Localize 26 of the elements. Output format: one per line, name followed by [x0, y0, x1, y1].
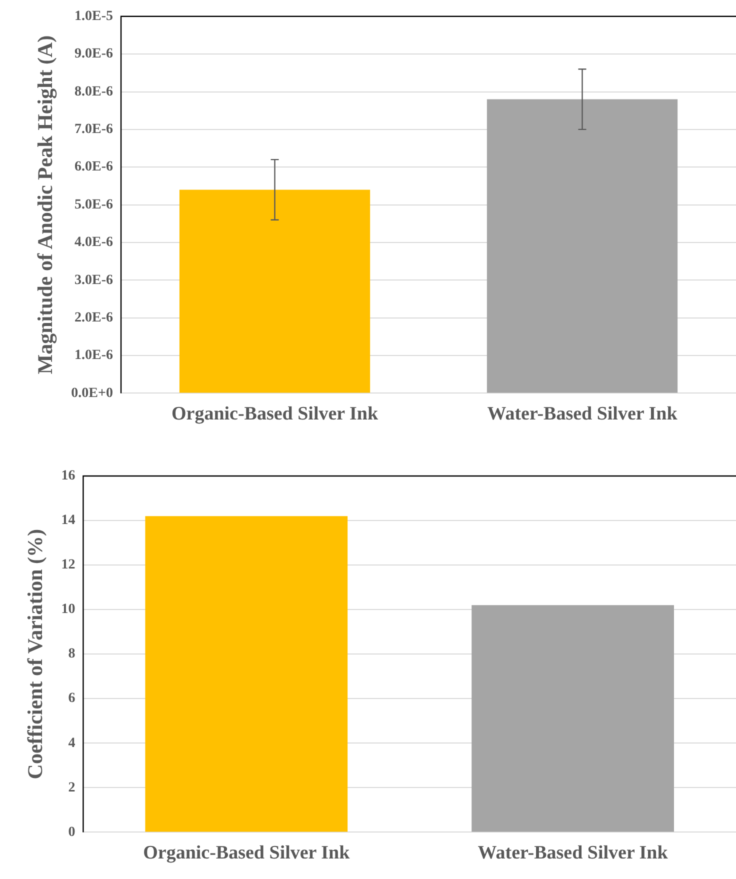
y-tick-label: 0 [68, 824, 76, 840]
y-tick-label: 4.0E-6 [74, 235, 114, 250]
y-tick-label: 5.0E-6 [74, 197, 114, 212]
x-tick-label: Organic-Based Silver Ink [143, 842, 350, 864]
x-tick-label: Organic-Based Silver Ink [171, 404, 378, 425]
y-tick-label: 1.0E-5 [74, 9, 114, 24]
y-tick-label: 8.0E-6 [74, 84, 114, 100]
y-tick-label: 6 [68, 691, 76, 706]
x-tick-label: Water-Based Silver Ink [478, 842, 668, 864]
y-tick-label: 12 [61, 558, 76, 573]
y-tick-label: 2 [68, 780, 76, 796]
y-tick-label: 10 [61, 602, 76, 618]
y-tick-label: 9.0E-6 [74, 46, 114, 62]
y-axis-title: Coefficient of Variation (%) [23, 528, 48, 780]
x-tick-label: Water-Based Silver Ink [487, 404, 678, 425]
y-tick-label: 2.0E-6 [74, 310, 114, 326]
y-tick-label: 16 [61, 468, 76, 484]
y-tick-label: 6.0E-6 [74, 160, 114, 175]
y-tick-label: 0.0E+0 [71, 386, 114, 401]
y-tick-label: 4 [68, 736, 76, 751]
y-tick-label: 7.0E-6 [74, 122, 114, 138]
y-axis-title: Magnitude of Anodic Peak Height (A) [33, 35, 58, 374]
y-tick-label: 3.0E-6 [74, 272, 114, 288]
y-tick-label: 14 [61, 513, 76, 528]
y-tick-label: 8 [68, 646, 76, 662]
y-tick-label: 1.0E-6 [74, 348, 114, 364]
